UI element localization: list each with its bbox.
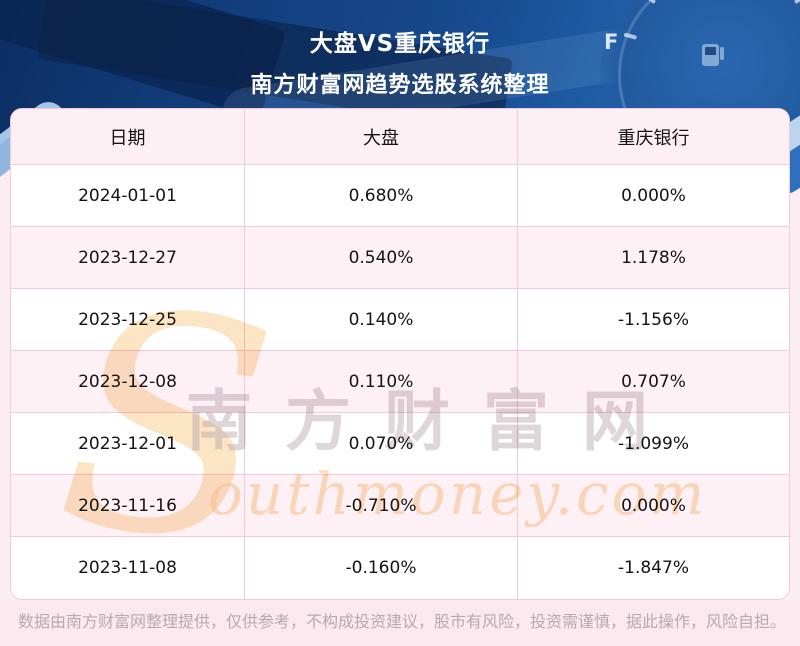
cell-stock: 0.707% xyxy=(517,351,789,412)
cell-market: -0.160% xyxy=(244,537,517,599)
cell-date: 2023-12-08 xyxy=(78,371,177,392)
fuel-pump-icon xyxy=(702,44,724,66)
cell-stock: -1.156% xyxy=(517,289,789,350)
cell-stock: 0.000% xyxy=(517,165,789,226)
gauge-full-label: F xyxy=(604,30,619,54)
table-row: 2023-12-08 0.110% 0.707% xyxy=(11,351,789,413)
cell-stock: 1.178% xyxy=(517,227,789,288)
cell-market: 0.540% xyxy=(244,227,517,288)
cell-market: 0.110% xyxy=(244,351,517,412)
cell-stock: 0.000% xyxy=(517,475,789,536)
column-header-date: 日期 xyxy=(109,127,146,149)
cell-date: 2023-12-01 xyxy=(78,433,177,454)
table-row: 2023-12-27 0.540% 1.178% xyxy=(11,227,789,289)
table-row: 2024-01-01 0.680% 0.000% xyxy=(11,165,789,227)
data-table: 日期 大盘 重庆银行 2024-01-01 0.680% 0.000% 2023… xyxy=(10,108,790,600)
column-header-market: 大盘 xyxy=(244,109,517,164)
cell-date: 2023-11-16 xyxy=(78,495,177,516)
column-header-stock: 重庆银行 xyxy=(517,109,789,164)
cell-date: 2023-12-25 xyxy=(78,309,177,330)
cell-stock: -1.847% xyxy=(517,537,789,599)
table-row: 2023-12-25 0.140% -1.156% xyxy=(11,289,789,351)
cell-date: 2024-01-01 xyxy=(78,185,177,206)
table-row: 2023-11-16 -0.710% 0.000% xyxy=(11,475,789,537)
table-row: 2023-11-08 -0.160% -1.847% xyxy=(11,537,789,599)
cell-market: 0.140% xyxy=(244,289,517,350)
cell-stock: -1.099% xyxy=(517,413,789,474)
cell-market: -0.710% xyxy=(244,475,517,536)
page-subtitle: 南方财富网趋势选股系统整理 xyxy=(250,73,550,98)
disclaimer-text: 数据由南方财富网整理提供，仅供参考，不构成投资建议，股市有风险，投资需谨慎，据此… xyxy=(18,612,787,631)
cell-date: 2023-12-27 xyxy=(78,247,177,268)
page-title: 大盘VS重庆银行 xyxy=(309,31,491,57)
cell-date: 2023-11-08 xyxy=(78,558,177,578)
fuel-pump-hose xyxy=(720,47,724,60)
table-row: 2023-12-01 0.070% -1.099% xyxy=(11,413,789,475)
cell-market: 0.680% xyxy=(244,165,517,226)
fuel-pump-screen xyxy=(705,47,716,55)
footer: 数据由南方财富网整理提供，仅供参考，不构成投资建议，股市有风险，投资需谨慎，据此… xyxy=(0,600,800,646)
table-header-row: 日期 大盘 重庆银行 xyxy=(11,109,789,165)
banner-titles: 大盘VS重庆银行 南方财富网趋势选股系统整理 xyxy=(0,24,800,99)
cell-market: 0.070% xyxy=(244,413,517,474)
